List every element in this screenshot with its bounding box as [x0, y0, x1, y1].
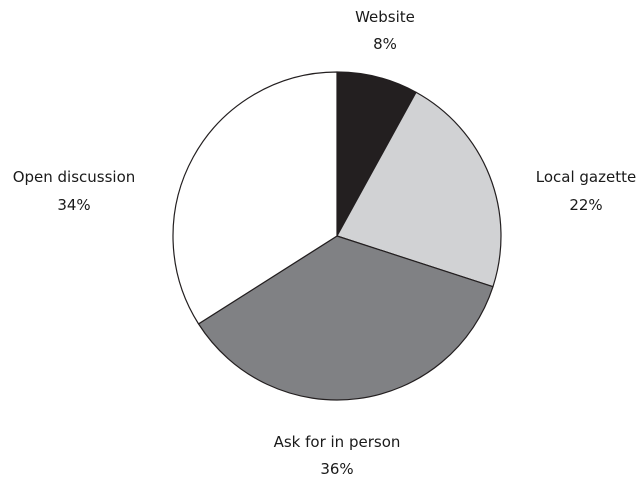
slice-label-website: Website 8%	[355, 8, 415, 53]
slice-label-local-gazette-name: Local gazette	[536, 168, 636, 186]
slice-label-ask-for-in-person: Ask for in person 36%	[274, 433, 401, 478]
pie-slices	[172, 71, 502, 401]
pie-slice-ask-for-in-person	[197, 235, 494, 401]
slice-label-local-gazette: Local gazette 22%	[536, 168, 636, 214]
pie-slice-local-gazette	[336, 91, 502, 288]
slice-label-open-discussion-name: Open discussion	[13, 168, 136, 186]
slice-label-website-value: 8%	[373, 35, 397, 53]
slice-label-open-discussion-value: 34%	[57, 196, 90, 214]
slice-label-ask-for-in-person-name: Ask for in person	[274, 433, 401, 451]
pie-slice-open-discussion	[172, 71, 338, 325]
slice-label-ask-for-in-person-value: 36%	[320, 460, 353, 478]
slice-label-local-gazette-value: 22%	[569, 196, 602, 214]
slice-label-open-discussion: Open discussion 34%	[13, 168, 136, 214]
slice-label-website-name: Website	[355, 8, 415, 26]
